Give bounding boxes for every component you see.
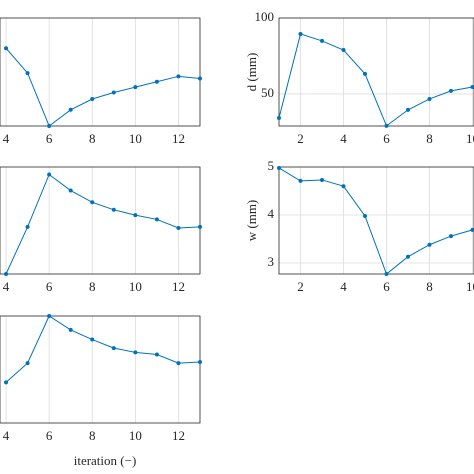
x-tick-label: 8 [89, 279, 96, 294]
data-line [278, 33, 473, 127]
data-point [4, 272, 9, 276]
x-tick-label: 6 [46, 279, 53, 294]
data-point [448, 88, 453, 93]
data-point [384, 272, 389, 276]
data-point [90, 337, 95, 342]
y-tick-label: 4 [268, 206, 275, 221]
data-point [427, 96, 432, 101]
data-point [133, 213, 138, 218]
axes-box [0, 166, 201, 275]
x-tick-label: 4 [340, 279, 347, 294]
x-tick-label: 4 [340, 131, 347, 146]
data-point [90, 200, 95, 205]
x-tick-label: 2 [297, 279, 304, 294]
data-point [47, 124, 52, 128]
data-point [341, 184, 346, 189]
data-point [427, 242, 432, 247]
data-point [133, 350, 138, 355]
y-axis-label: d (mm) [244, 53, 259, 92]
x-tick-label: 10 [466, 131, 474, 146]
x-tick-label: 10 [129, 131, 142, 146]
x-tick-label: 6 [383, 279, 390, 294]
x-tick-label: 4 [3, 279, 10, 294]
data-point [198, 224, 202, 229]
x-tick-label: 12 [172, 131, 185, 146]
data-point [405, 254, 410, 259]
data-point [4, 380, 9, 385]
data-point [298, 31, 303, 36]
data-point [68, 188, 73, 193]
data-point [176, 225, 181, 230]
y-axis-label: w (mm) [244, 200, 259, 242]
data-point [154, 217, 159, 222]
data-point [68, 107, 73, 112]
x-axis-label: iteration (−) [74, 453, 137, 468]
data-point [154, 79, 159, 84]
data-point [111, 346, 116, 351]
data-point [362, 213, 367, 218]
data-line [278, 167, 473, 275]
data-point [384, 123, 389, 128]
data-point [319, 38, 324, 43]
axes-box [278, 17, 474, 127]
axes-box [0, 315, 201, 424]
data-point [198, 360, 202, 365]
data-point [341, 48, 346, 53]
x-tick-label: 10 [129, 428, 142, 443]
x-tick-label: 4 [3, 428, 10, 443]
data-line [5, 47, 201, 127]
data-point [90, 97, 95, 101]
data-point [277, 165, 281, 170]
x-tick-label: 6 [46, 428, 53, 443]
x-tick-label: 8 [89, 131, 96, 146]
x-tick-label: 2 [297, 131, 304, 146]
data-point [25, 361, 30, 366]
data-point [133, 85, 138, 90]
data-point [25, 224, 30, 229]
x-tick-label: 10 [466, 279, 474, 294]
data-point [362, 71, 367, 76]
y-tick-label: 50 [261, 85, 274, 100]
x-tick-label: 12 [172, 279, 185, 294]
data-point [47, 314, 52, 318]
data-point [319, 177, 324, 182]
data-point [68, 327, 73, 332]
data-point [405, 107, 410, 112]
y-tick-label: 3 [268, 254, 275, 269]
axes-box [278, 166, 474, 275]
x-tick-label: 6 [383, 131, 390, 146]
data-point [176, 74, 181, 79]
x-tick-label: 4 [3, 131, 10, 146]
x-tick-label: 6 [46, 131, 53, 146]
x-tick-label: 8 [426, 279, 433, 294]
data-point [25, 71, 30, 76]
data-line [5, 173, 201, 275]
data-point [4, 46, 9, 51]
x-tick-label: 8 [426, 131, 433, 146]
data-point [176, 361, 181, 366]
x-tick-label: 10 [129, 279, 142, 294]
x-tick-label: 8 [89, 428, 96, 443]
data-point [298, 178, 303, 183]
data-point [47, 172, 52, 177]
data-point [154, 352, 159, 357]
axes-box [0, 17, 201, 127]
data-point [198, 76, 202, 81]
x-tick-label: 12 [172, 428, 185, 443]
data-line [5, 315, 201, 383]
data-point [448, 234, 453, 239]
data-point [470, 84, 474, 89]
data-point [111, 207, 116, 212]
data-point [277, 115, 281, 120]
y-tick-label: 5 [268, 158, 275, 173]
y-tick-label: 100 [255, 9, 275, 24]
data-point [470, 227, 474, 232]
data-point [111, 90, 116, 95]
